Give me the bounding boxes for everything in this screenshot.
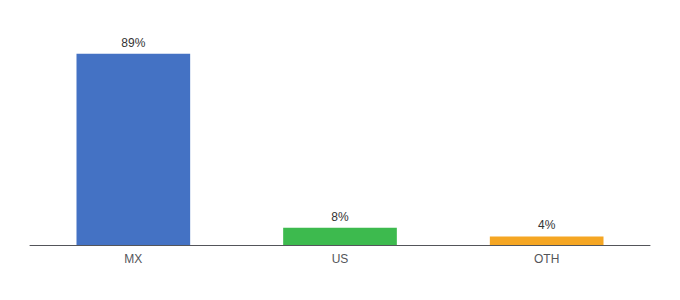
svg-text:MX: MX	[124, 252, 142, 266]
svg-text:8%: 8%	[331, 210, 349, 224]
svg-text:89%: 89%	[121, 36, 145, 50]
svg-text:OTH: OTH	[534, 252, 559, 266]
svg-text:4%: 4%	[538, 218, 556, 232]
svg-text:US: US	[332, 252, 349, 266]
